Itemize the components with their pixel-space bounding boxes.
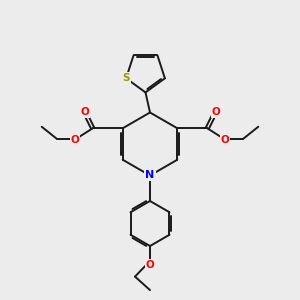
Text: O: O xyxy=(70,135,79,145)
Text: S: S xyxy=(122,73,130,83)
Text: O: O xyxy=(221,135,230,145)
Text: O: O xyxy=(81,107,90,117)
Text: N: N xyxy=(146,170,154,181)
Text: O: O xyxy=(146,260,154,270)
Text: O: O xyxy=(212,107,221,117)
